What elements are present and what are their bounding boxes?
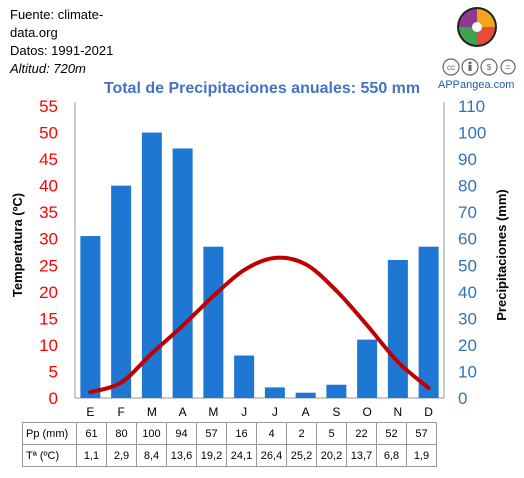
- month-label: E: [86, 405, 94, 419]
- temp-cell: 13,7: [346, 444, 377, 467]
- left-tick-label: 15: [39, 309, 58, 328]
- right-tick-label: 100: [458, 124, 486, 143]
- data-period: Datos: 1991-2021: [10, 43, 114, 58]
- left-tick-label: 10: [39, 336, 58, 355]
- left-tick-label: 5: [49, 362, 58, 381]
- precip-bar: [234, 355, 255, 398]
- precip-bar: [264, 387, 285, 398]
- left-tick-label: 0: [49, 389, 58, 408]
- precip-cell: 16: [226, 422, 257, 445]
- precip-bar: [80, 236, 101, 398]
- climate-chart: 0 5 10 15 20 25 30 35 40 45 50 55 0 10 20 30 40 50 60 70 80 9…: [10, 97, 509, 419]
- temp-cell: 26,4: [256, 444, 287, 467]
- precip-cell: 2: [286, 422, 317, 445]
- cc-by-nc-nd-icon: cc $ =: [442, 58, 516, 76]
- right-tick-label: 0: [458, 389, 467, 408]
- precip-bar: [387, 259, 408, 398]
- temp-cell: 2,9: [106, 444, 137, 467]
- precip-bar: [141, 132, 162, 398]
- left-tick-label: 55: [39, 97, 58, 116]
- temp-cell: 1,1: [76, 444, 107, 467]
- precip-cell: 94: [166, 422, 197, 445]
- precip-cell: 61: [76, 422, 107, 445]
- month-label: A: [302, 405, 310, 419]
- temp-cell: 1,9: [406, 444, 437, 467]
- month-label: F: [117, 405, 124, 419]
- left-tick-label: 20: [39, 283, 58, 302]
- precip-cell: 57: [196, 422, 227, 445]
- month-label: J: [272, 405, 278, 419]
- source-line-1: Fuente: climate-: [10, 7, 104, 22]
- precip-bar: [326, 384, 347, 398]
- precip-bar: [172, 148, 193, 398]
- right-tick-label: 110: [458, 97, 485, 116]
- chart-title: Total de Precipitaciones anuales: 550 mm: [103, 80, 421, 97]
- precip-cell: 57: [406, 422, 437, 445]
- right-tick-label: 30: [458, 309, 477, 328]
- temp-cell: 8,4: [136, 444, 167, 467]
- temp-cell: 19,2: [196, 444, 227, 467]
- right-axis-title: Precipitaciones (mm): [494, 189, 509, 321]
- temp-cell: 20,2: [316, 444, 347, 467]
- precip-bar: [111, 185, 132, 398]
- month-label: M: [147, 405, 157, 419]
- temp-cell: 6,8: [376, 444, 407, 467]
- brand-name: APPangea.com: [438, 79, 515, 91]
- precip-cell: 4: [256, 422, 287, 445]
- right-tick-label: 80: [458, 177, 477, 196]
- month-label: S: [332, 405, 340, 419]
- right-tick-label: 90: [458, 150, 477, 169]
- left-tick-label: 50: [39, 124, 58, 143]
- month-label: N: [394, 405, 403, 419]
- left-axis-title: Temperatura (ºC): [10, 193, 25, 297]
- source-info: Fuente: climate- data.org Datos: 1991-20…: [10, 6, 113, 78]
- right-tick-label: 20: [458, 336, 477, 355]
- svg-text:$: $: [487, 63, 492, 72]
- right-tick-label: 70: [458, 203, 477, 222]
- precip-cell: 80: [106, 422, 137, 445]
- temp-cell: 13,6: [166, 444, 197, 467]
- left-tick-label: 30: [39, 230, 58, 249]
- temp-cell: 24,1: [226, 444, 257, 467]
- precip-cell: 52: [376, 422, 407, 445]
- precip-row: Pp (mm) 61 80 100 94 57 16 4 2 5 22 52 57: [22, 422, 437, 445]
- month-label: J: [241, 405, 247, 419]
- temp-cell: 25,2: [286, 444, 317, 467]
- precip-bar: [418, 246, 439, 398]
- temp-row-label: Tª (ºC): [22, 444, 77, 467]
- month-label: O: [362, 405, 371, 419]
- month-label: M: [208, 405, 218, 419]
- precip-bar: [203, 246, 224, 398]
- svg-text:=: =: [505, 62, 510, 72]
- source-line-2: data.org: [10, 25, 58, 40]
- data-table: Pp (mm) 61 80 100 94 57 16 4 2 5 22 52 57 Tª (ºC) 1…: [22, 422, 437, 467]
- precip-cell: 22: [346, 422, 377, 445]
- right-tick-label: 40: [458, 283, 477, 302]
- precip-row-label: Pp (mm): [22, 422, 77, 445]
- month-label: D: [424, 405, 433, 419]
- right-tick-label: 50: [458, 256, 477, 275]
- svg-text:cc: cc: [447, 63, 455, 72]
- right-tick-label: 60: [458, 230, 477, 249]
- left-tick-label: 45: [39, 150, 58, 169]
- appangea-puzzle-logo-icon: [457, 7, 497, 47]
- month-label: A: [179, 405, 187, 419]
- precip-cell: 5: [316, 422, 347, 445]
- left-tick-label: 40: [39, 177, 58, 196]
- precip-bar: [295, 392, 316, 398]
- temperature-line: [88, 255, 431, 395]
- temp-row: Tª (ºC) 1,1 2,9 8,4 13,6 19,2 24,1 26,4 25,2 20,…: [22, 444, 437, 467]
- left-tick-label: 35: [39, 203, 58, 222]
- precip-cell: 100: [136, 422, 167, 445]
- altitude: Altitud: 720m: [10, 61, 86, 76]
- left-tick-label: 25: [39, 256, 58, 275]
- precip-bar: [357, 339, 378, 398]
- right-tick-label: 10: [458, 362, 477, 381]
